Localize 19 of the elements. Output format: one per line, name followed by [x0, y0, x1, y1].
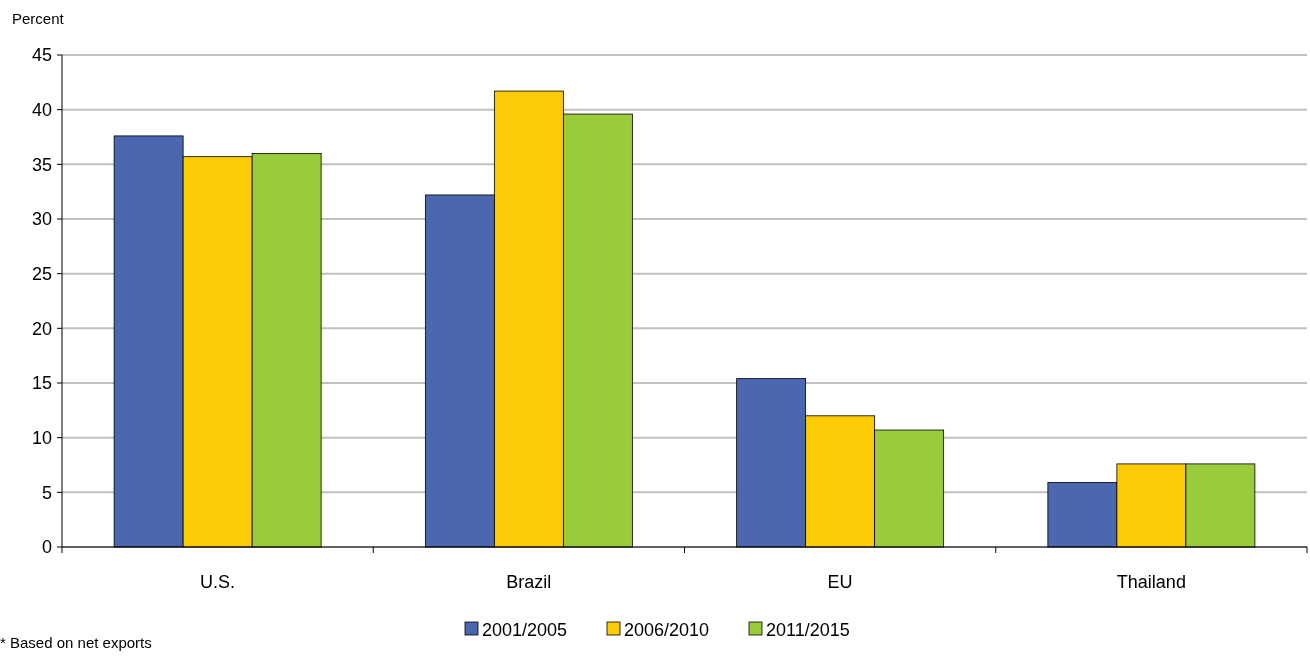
- y-tick-label: 5: [41, 482, 52, 503]
- legend-label: 2011/2015: [766, 620, 850, 640]
- y-tick-label: 10: [31, 427, 52, 448]
- text: * Based on net exports: [0, 634, 152, 651]
- y-tick-label: 45: [31, 45, 52, 66]
- y-tick-label: 15: [31, 373, 52, 394]
- x-tick-label: U.S.: [200, 572, 236, 592]
- x-tick-label: EU: [827, 572, 853, 592]
- y-tick-label: 40: [31, 99, 52, 120]
- y-tick-label: 0: [41, 537, 52, 558]
- legend-label: 2006/2010: [624, 620, 710, 640]
- y-tick-label: 25: [31, 263, 52, 284]
- x-tick-label: Thailand: [1116, 572, 1186, 592]
- legend-label: 2001/2005: [482, 620, 568, 640]
- x-tick-label: Brazil: [506, 572, 552, 592]
- y-tick-label: 30: [31, 209, 52, 230]
- y-tick-label: 20: [31, 318, 52, 339]
- y-tick-label: 35: [31, 154, 52, 175]
- y-axis-title: Percent: [12, 10, 65, 27]
